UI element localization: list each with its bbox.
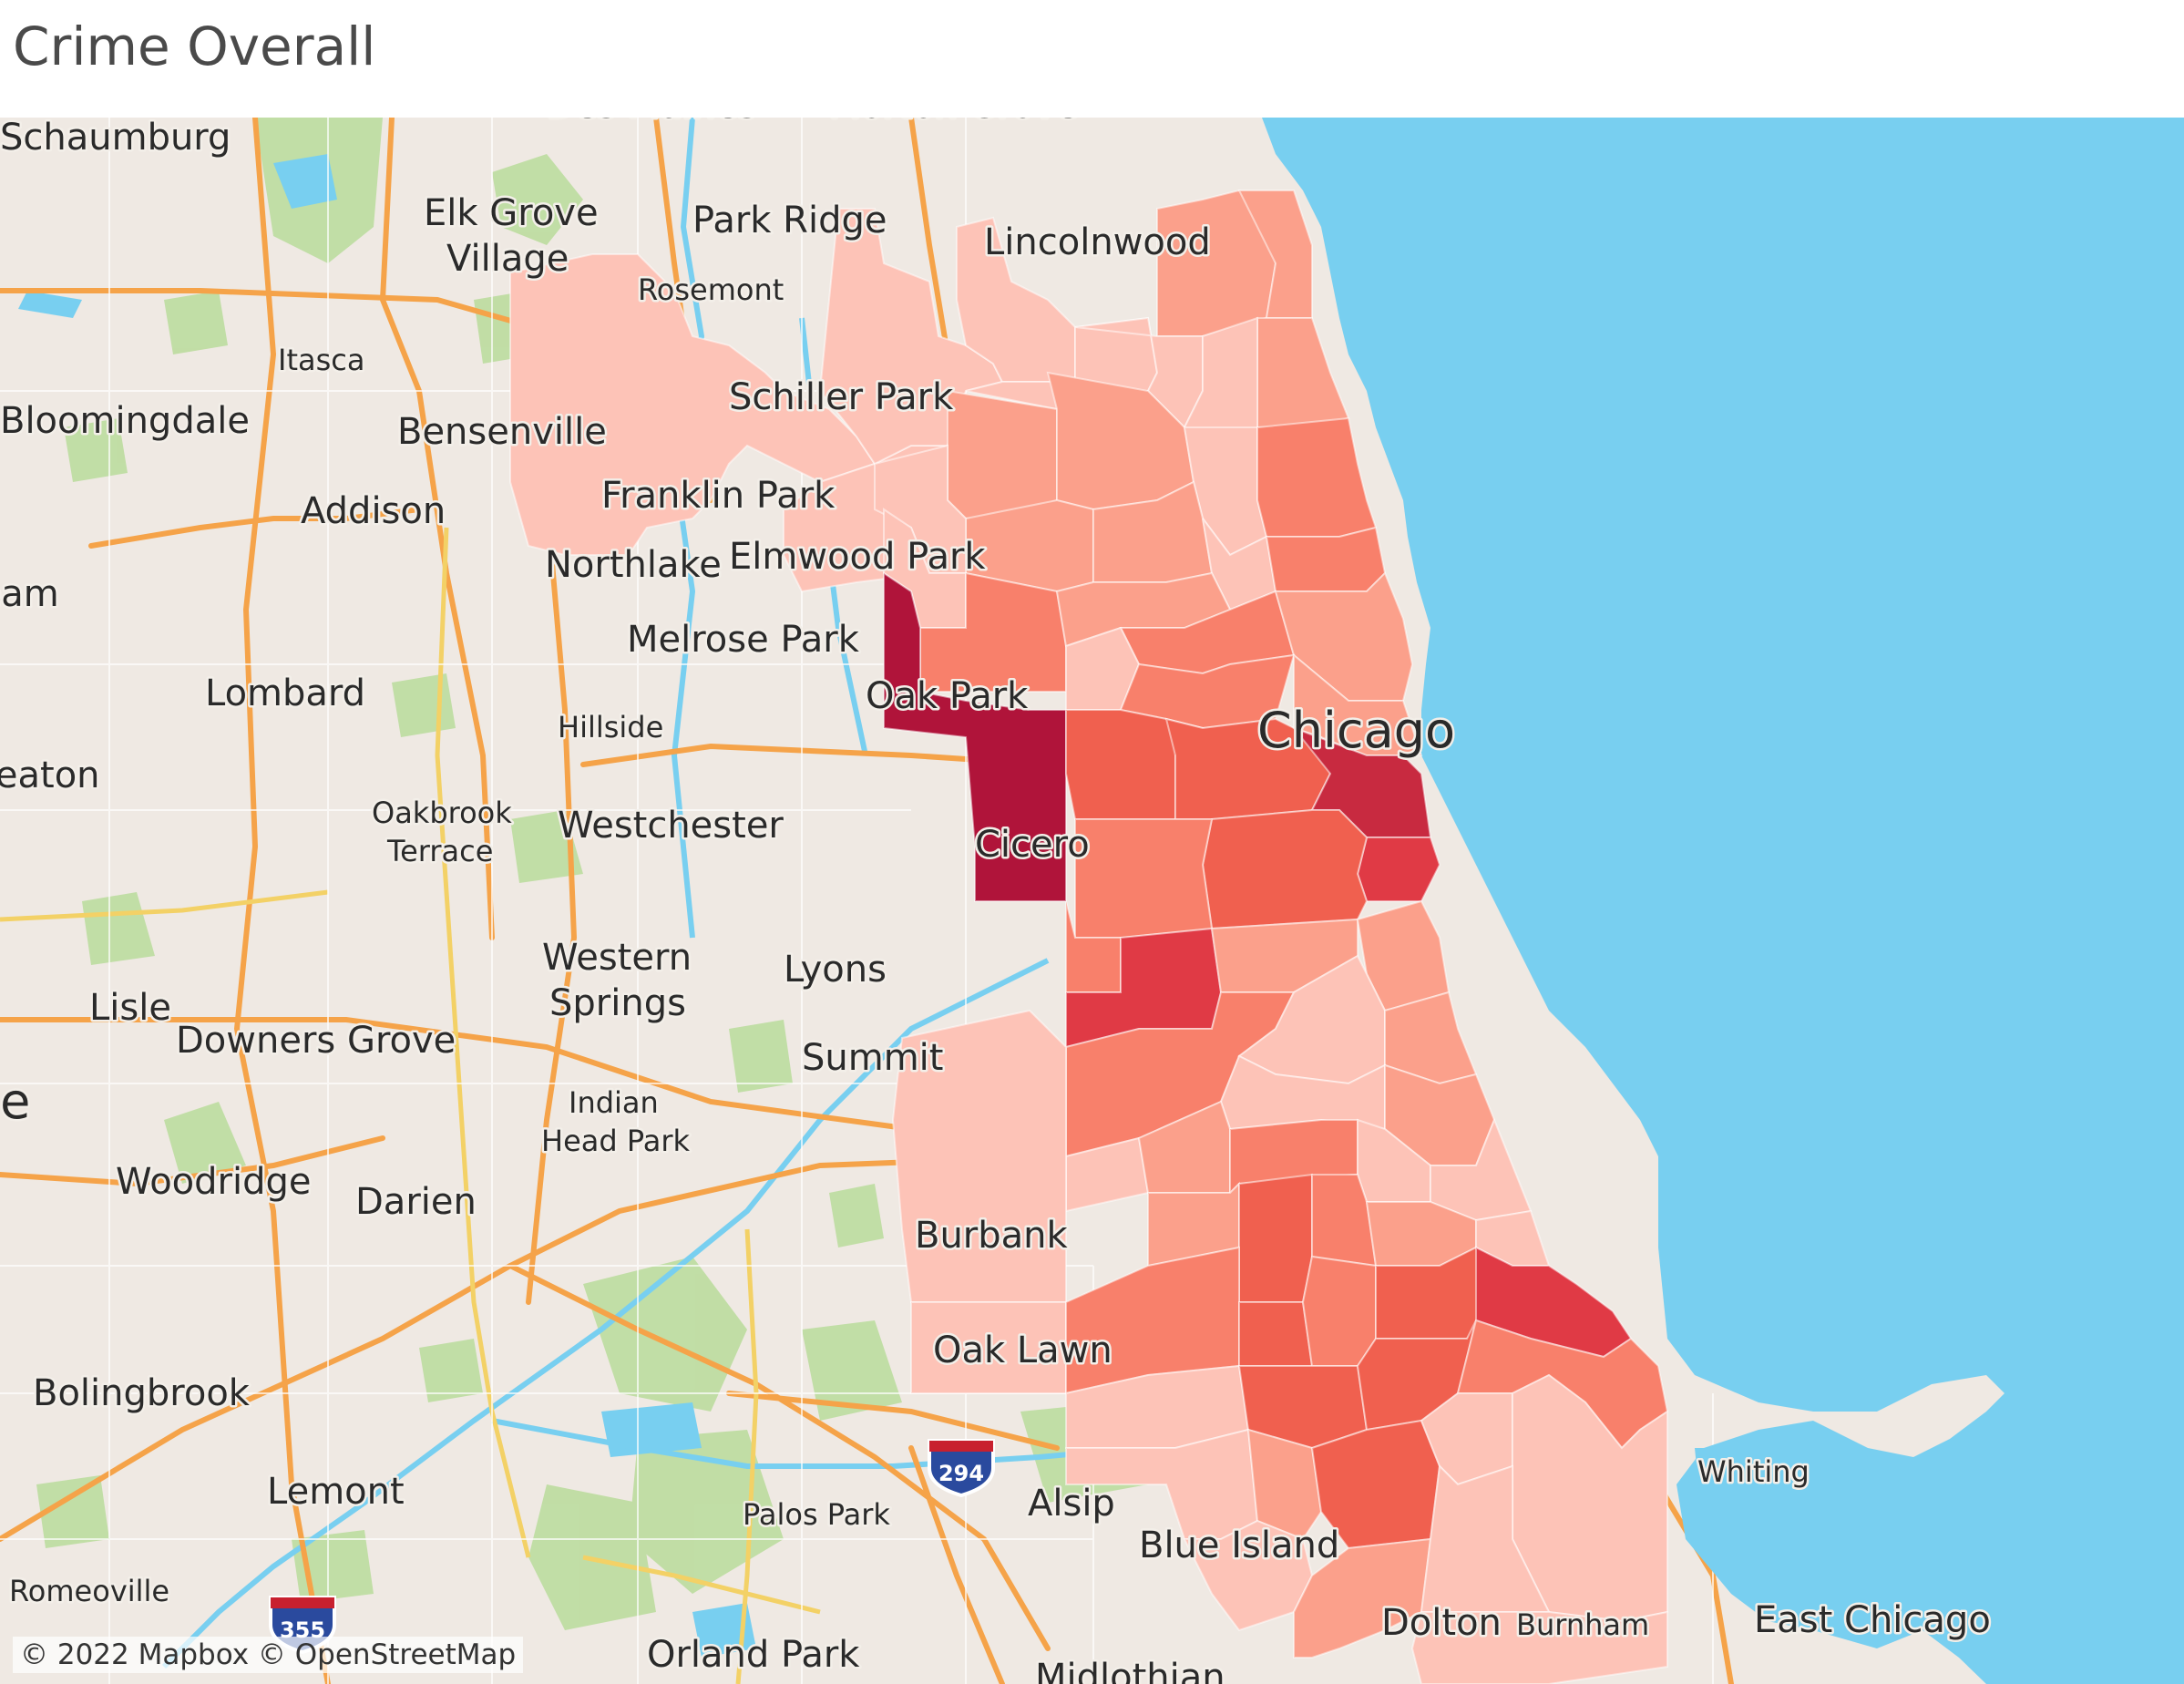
area-humboldt-park[interactable] bbox=[1074, 818, 1214, 939]
area-uptown[interactable] bbox=[1265, 526, 1387, 592]
area-near-west[interactable] bbox=[1201, 809, 1369, 930]
place-label: Park Ridge bbox=[692, 200, 887, 241]
area-chicago-lawn[interactable] bbox=[1238, 1301, 1314, 1367]
place-label: Franklin Park bbox=[601, 475, 836, 517]
place-label: Midlothian bbox=[1035, 1657, 1225, 1684]
page-title: Crime Overall bbox=[13, 15, 376, 77]
place-label: Terrace bbox=[386, 834, 493, 868]
map-attribution: © 2022 Mapbox © OpenStreetMap bbox=[13, 1637, 524, 1673]
place-label: Lemont bbox=[267, 1471, 405, 1513]
place-label: Darien bbox=[355, 1181, 477, 1223]
area-roseland[interactable] bbox=[1293, 1537, 1432, 1658]
place-label: Itasca bbox=[278, 343, 364, 377]
place-label: Wheaton bbox=[0, 755, 100, 796]
place-label: Indian bbox=[569, 1085, 659, 1120]
place-label: Summit bbox=[802, 1037, 943, 1079]
place-label: Oak Park bbox=[866, 675, 1029, 717]
place-label: Blue Island bbox=[1139, 1525, 1339, 1566]
area-riverdale[interactable] bbox=[1410, 1610, 1668, 1684]
area-jefferson-park[interactable] bbox=[947, 389, 1058, 519]
place-label: Bensenville bbox=[397, 411, 607, 453]
place-label: Schiller Park bbox=[729, 376, 954, 418]
place-label: Bolingbrook bbox=[33, 1372, 251, 1414]
place-label: Western bbox=[542, 937, 692, 979]
area-englewood[interactable] bbox=[1238, 1173, 1313, 1303]
place-label: Burbank bbox=[915, 1215, 1068, 1257]
place-label: Downers Grove bbox=[176, 1020, 456, 1062]
area-beverly[interactable] bbox=[1246, 1428, 1323, 1541]
place-label: Whiting bbox=[1697, 1454, 1810, 1489]
place-label: Des Plaines bbox=[547, 118, 757, 127]
place-label: Melrose Park bbox=[627, 619, 860, 661]
choropleth-chicago[interactable] bbox=[509, 189, 1669, 1684]
place-label: Chicago bbox=[1257, 702, 1455, 759]
place-label: Elk Grove bbox=[424, 192, 599, 234]
lake-michigan bbox=[1262, 118, 2184, 1684]
place-label: Schaumburg bbox=[0, 118, 231, 159]
place-label: Elmwood Park bbox=[729, 536, 986, 578]
shield-number: 294 bbox=[938, 1461, 984, 1486]
place-label: Bloomingdale bbox=[0, 400, 250, 442]
place-label: Palos Park bbox=[743, 1497, 890, 1532]
place-label: Dolton bbox=[1381, 1602, 1502, 1644]
place-label: Lisle bbox=[89, 987, 171, 1029]
yellow-roads bbox=[0, 527, 821, 1684]
place-label: Lincolnwood bbox=[984, 221, 1211, 263]
place-label: Morton Grove bbox=[829, 118, 1078, 127]
place-label: Oakbrook bbox=[372, 796, 512, 830]
place-label: Addison bbox=[301, 490, 446, 532]
place-label: Woodridge bbox=[116, 1161, 312, 1203]
place-label: Springs bbox=[549, 982, 686, 1024]
place-label: Orland Park bbox=[647, 1634, 860, 1676]
place-label: Westchester bbox=[558, 805, 784, 847]
place-label: Romeoville bbox=[9, 1574, 169, 1608]
area-garfield-ridge[interactable] bbox=[891, 1009, 1067, 1303]
place-label: Oak Lawn bbox=[933, 1330, 1113, 1371]
place-label: Hillside bbox=[558, 710, 663, 744]
place-label: Northlake bbox=[545, 544, 722, 586]
harbor-water bbox=[1695, 1448, 1895, 1594]
place-label: East Chicago bbox=[1754, 1599, 1991, 1641]
place-label: Lyons bbox=[784, 949, 887, 991]
place-label: Rosemont bbox=[638, 272, 784, 307]
place-label: Naperville bbox=[0, 1073, 30, 1130]
place-label: Alsip bbox=[1028, 1483, 1115, 1525]
place-label: Stream bbox=[0, 573, 59, 615]
place-labels: Schaumburg Des Plaines Morton Grove Elk … bbox=[0, 118, 1993, 1684]
map-canvas[interactable]: Schaumburg Des Plaines Morton Grove Elk … bbox=[0, 118, 2184, 1684]
place-label: Head Park bbox=[541, 1124, 690, 1158]
place-label: Village bbox=[446, 238, 569, 280]
area-greater-grand[interactable] bbox=[1301, 1255, 1377, 1367]
place-label: Lombard bbox=[205, 673, 365, 714]
interstate-294-shield-icon: 294 bbox=[928, 1439, 995, 1498]
place-label: Burnham bbox=[1516, 1607, 1649, 1642]
place-label: Cicero bbox=[975, 824, 1090, 866]
